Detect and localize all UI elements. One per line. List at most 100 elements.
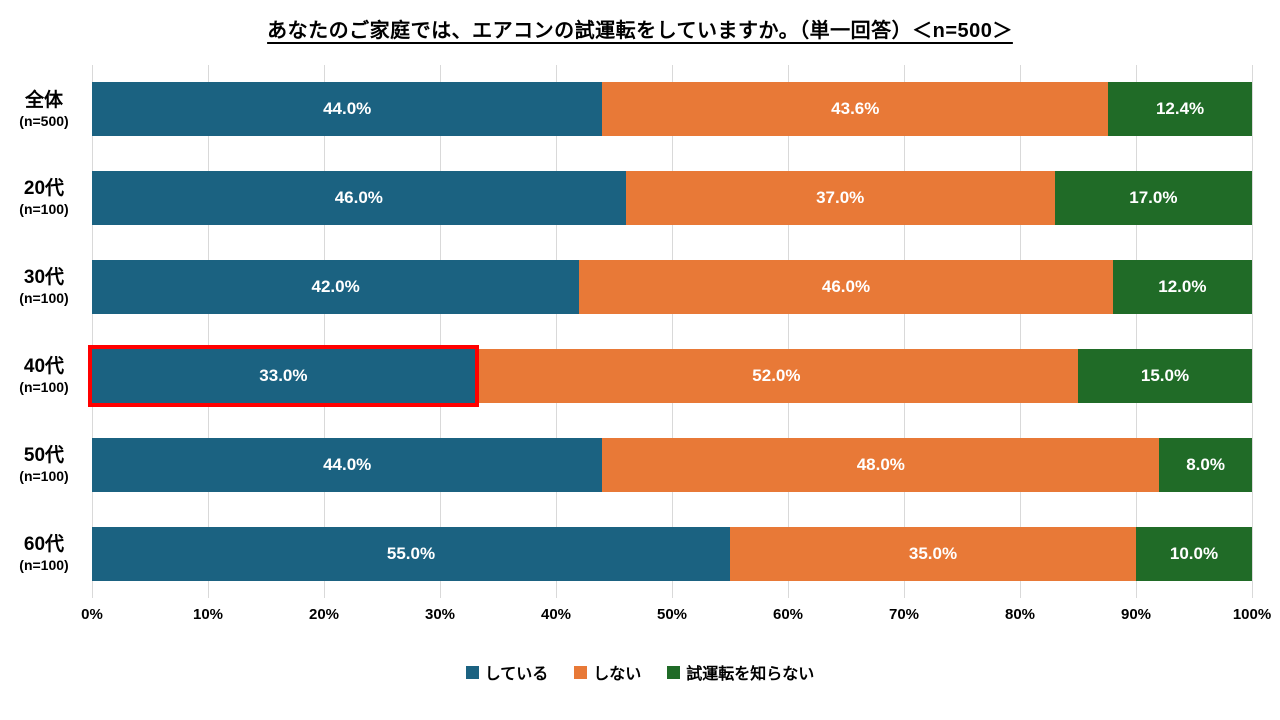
value-label: 44.0%	[323, 454, 372, 474]
x-tick-label: 100%	[1232, 606, 1272, 623]
x-tick-label: 0%	[81, 606, 103, 623]
value-label: 10.0%	[1169, 543, 1219, 563]
bar-segment: 46.0%	[579, 260, 1113, 315]
bar-segment: 55.0%	[92, 526, 730, 581]
stacked-bar: 44.0% 48.0% 8.0%	[92, 437, 1252, 492]
category-label: 20代	[23, 178, 65, 200]
bar-segment: 15.0%	[1077, 348, 1252, 403]
value-label: 46.0%	[334, 188, 383, 208]
category-label-group: 全体 (n=500)	[0, 89, 88, 129]
gridline	[92, 65, 93, 598]
gridline	[1020, 65, 1021, 598]
value-label: 42.0%	[311, 277, 360, 297]
category-label: 50代	[23, 444, 65, 466]
bar-segment: 44.0%	[92, 82, 603, 137]
legend-label: 試運転を知らない	[686, 666, 815, 683]
stacked-bar: 46.0% 37.0% 17.0%	[92, 171, 1252, 226]
bar-row: 20代 (n=100) 46.0% 37.0% 17.0%	[19, 154, 1252, 243]
category-label-group: 60代 (n=100)	[0, 533, 88, 573]
bar-segment: 44.0%	[92, 437, 603, 492]
gridline	[904, 65, 905, 598]
bar-segment: 48.0%	[602, 437, 1160, 492]
category-label: 60代	[23, 533, 65, 555]
bar-segment: 37.0%	[625, 171, 1055, 226]
bar-row: 50代 (n=100) 44.0% 48.0% 8.0%	[19, 420, 1252, 509]
bar-row: 30代 (n=100) 42.0% 46.0% 12.0%	[19, 243, 1252, 332]
value-label: 8.0%	[1186, 454, 1225, 474]
value-label: 52.0%	[752, 365, 801, 385]
legend: している しない 試運転を知らない	[0, 660, 1280, 684]
value-label: 12.0%	[1158, 277, 1207, 297]
bar-segment: 43.6%	[602, 82, 1109, 137]
category-sublabel: (n=500)	[19, 112, 69, 129]
x-tick-label: 70%	[888, 606, 920, 623]
bar-segment: 10.0%	[1136, 526, 1252, 581]
value-label: 33.0%	[259, 365, 308, 385]
gridline	[556, 65, 557, 598]
value-label: 35.0%	[908, 543, 958, 563]
bar-segment: 42.0%	[92, 260, 580, 315]
value-label: 43.6%	[831, 99, 880, 119]
legend-label: している	[484, 666, 549, 683]
value-label: 48.0%	[856, 454, 905, 474]
bar-segment: 12.0%	[1112, 260, 1252, 315]
value-label: 46.0%	[821, 277, 871, 297]
bar-segment: 46.0%	[92, 171, 626, 226]
bar-segment: 33.0%	[88, 344, 479, 407]
bar-segment: 8.0%	[1159, 437, 1252, 492]
gridline	[440, 65, 441, 598]
stacked-bar: 44.0% 43.6% 12.4%	[92, 82, 1252, 137]
legend-item: 試運転を知らない	[667, 660, 814, 684]
x-tick-label: 40%	[540, 606, 572, 623]
chart-title: あなたのご家庭では、エアコンの試運転をしていますか。（単一回答）＜n=500＞	[267, 20, 1013, 42]
x-tick-label: 60%	[772, 606, 804, 623]
x-tick-label: 30%	[424, 606, 456, 623]
category-sublabel: (n=100)	[19, 379, 69, 396]
bar-segment: 17.0%	[1054, 171, 1252, 226]
stacked-bar: 55.0% 35.0% 10.0%	[92, 526, 1252, 581]
category-label: 全体	[24, 89, 63, 111]
legend-marker-icon	[465, 665, 479, 679]
value-label: 15.0%	[1140, 365, 1190, 385]
legend-marker-icon	[574, 665, 588, 679]
category-sublabel: (n=100)	[19, 290, 69, 307]
x-axis: 0% 10% 20% 30% 40% 50% 60% 70% 80% 90% 100%	[81, 606, 1271, 630]
category-sublabel: (n=100)	[19, 556, 69, 573]
category-sublabel: (n=100)	[19, 467, 69, 484]
category-label-group: 20代 (n=100)	[0, 179, 88, 217]
plot-area: 全体 (n=500) 44.0% 43.6% 12.4% 20代 (n=100) 46.0% 3…	[19, 65, 1253, 598]
category-sublabel: (n=100)	[19, 201, 69, 218]
gridline	[672, 65, 673, 598]
x-tick-label: 10%	[192, 606, 224, 623]
x-tick-label: 20%	[308, 606, 340, 623]
legend-item: しない	[574, 660, 641, 684]
gridline	[208, 65, 209, 598]
legend-marker-icon	[667, 665, 681, 679]
gridline	[788, 65, 789, 598]
gridline	[1136, 65, 1137, 598]
value-label: 37.0%	[816, 188, 865, 208]
gridline	[1252, 65, 1253, 598]
category-label-group: 50代 (n=100)	[0, 444, 88, 484]
bar-segment: 35.0%	[730, 526, 1136, 581]
bar-row: 全体 (n=500) 44.0% 43.6% 12.4%	[19, 65, 1252, 154]
x-tick-label: 80%	[1004, 606, 1036, 623]
value-label: 12.4%	[1155, 99, 1205, 119]
stacked-bar: 33.0% 52.0% 15.0%	[88, 344, 1252, 407]
gridline	[324, 65, 325, 598]
bar-segment: 52.0%	[474, 348, 1078, 403]
value-label: 55.0%	[386, 543, 436, 563]
stacked-bar: 42.0% 46.0% 12.0%	[92, 260, 1252, 315]
x-tick-label: 90%	[1120, 606, 1152, 623]
x-tick-label: 50%	[656, 606, 688, 623]
bar-segment: 12.4%	[1108, 82, 1252, 137]
legend-label: しない	[593, 666, 642, 683]
value-label: 44.0%	[323, 99, 372, 119]
category-label-group: 30代 (n=100)	[0, 268, 88, 306]
category-label: 40代	[23, 356, 65, 378]
value-label: 17.0%	[1129, 188, 1178, 208]
bar-row: 60代 (n=100) 55.0% 35.0% 10.0%	[19, 509, 1252, 598]
legend-item: している	[465, 660, 549, 684]
category-label-group: 40代 (n=100)	[0, 357, 88, 395]
bar-row: 40代 (n=100) 33.0% 52.0% 15.0%	[19, 332, 1252, 421]
